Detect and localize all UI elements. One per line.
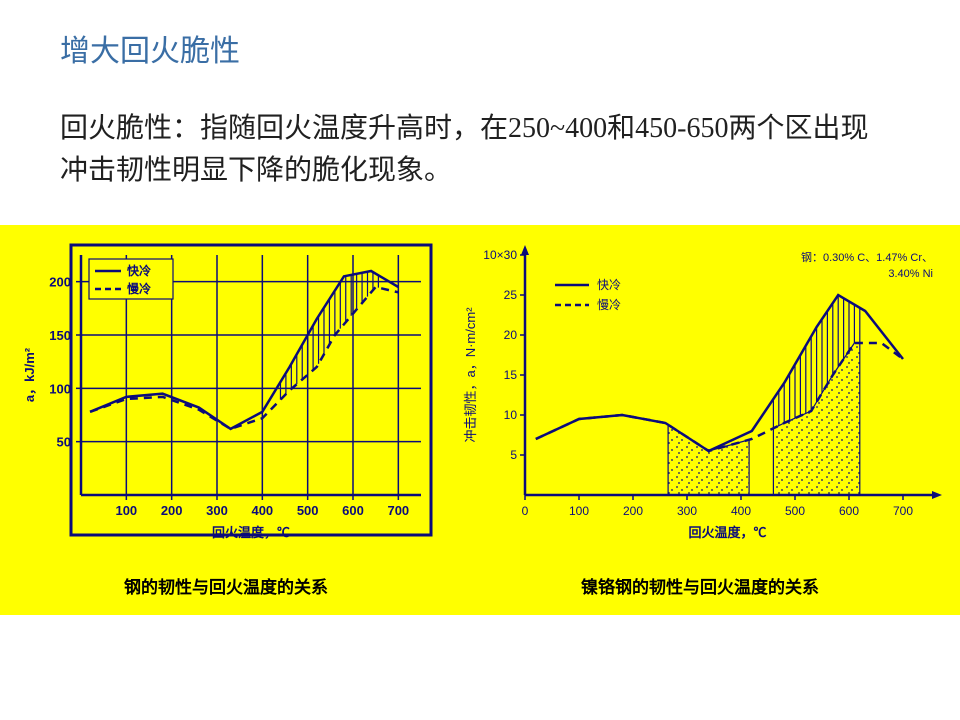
svg-text:400: 400	[251, 503, 273, 518]
svg-text:300: 300	[206, 503, 228, 518]
svg-text:慢冷: 慢冷	[127, 281, 151, 296]
chart1-container: 100 200 300 400 500 600 700 50 100 150 200 回火温度，℃ a，…	[16, 235, 436, 605]
svg-text:快冷: 快冷	[597, 278, 621, 292]
svg-text:600: 600	[342, 503, 364, 518]
svg-text:25: 25	[504, 288, 518, 302]
chart2-svg: 0 100 200 300 400 500 600 700 5 10 15 20 25 10×30 回火温度…	[455, 235, 945, 555]
description-text: 回火脆性：指随回火温度升高时，在250~400和450-650两个区出现冲击韧性…	[60, 108, 880, 192]
chart1-caption: 钢的韧性与回火温度的关系	[16, 573, 436, 598]
svg-text:钢：0.30% C、1.47% Cr、: 钢：0.30% C、1.47% Cr、	[801, 251, 933, 264]
svg-text:200: 200	[623, 504, 643, 518]
svg-text:15: 15	[504, 368, 518, 382]
svg-text:5: 5	[510, 448, 517, 462]
svg-text:冲击韧性，a，N·m/cm²: 冲击韧性，a，N·m/cm²	[463, 307, 478, 443]
chart2-container: 0 100 200 300 400 500 600 700 5 10 15 20 25 10×30 回火温度…	[455, 235, 945, 605]
svg-text:20: 20	[504, 328, 518, 342]
svg-text:回火温度，℃: 回火温度，℃	[688, 525, 766, 540]
svg-text:0: 0	[522, 504, 529, 518]
chart2-caption: 镍铬钢的韧性与回火温度的关系	[455, 573, 945, 598]
svg-text:慢冷: 慢冷	[597, 298, 621, 312]
svg-text:a，kJ/m²: a，kJ/m²	[22, 347, 37, 402]
page-title: 增大回火脆性	[60, 26, 240, 70]
svg-text:100: 100	[115, 503, 137, 518]
svg-text:400: 400	[731, 504, 751, 518]
svg-text:3.40% Ni: 3.40% Ni	[888, 268, 933, 280]
svg-text:回火温度，℃: 回火温度，℃	[212, 525, 290, 540]
svg-text:200: 200	[161, 503, 183, 518]
svg-text:300: 300	[677, 504, 697, 518]
svg-text:700: 700	[387, 503, 409, 518]
svg-text:700: 700	[893, 504, 913, 518]
svg-text:快冷: 快冷	[127, 263, 151, 278]
svg-text:10×30: 10×30	[483, 248, 517, 262]
svg-text:600: 600	[839, 504, 859, 518]
svg-text:100: 100	[569, 504, 589, 518]
svg-text:200: 200	[49, 275, 71, 290]
svg-text:50: 50	[57, 435, 71, 450]
svg-text:150: 150	[49, 328, 71, 343]
svg-text:100: 100	[49, 381, 71, 396]
svg-text:500: 500	[297, 503, 319, 518]
svg-text:500: 500	[785, 504, 805, 518]
chart1-svg: 100 200 300 400 500 600 700 50 100 150 200 回火温度，℃ a，…	[16, 235, 436, 555]
svg-text:10: 10	[504, 408, 518, 422]
